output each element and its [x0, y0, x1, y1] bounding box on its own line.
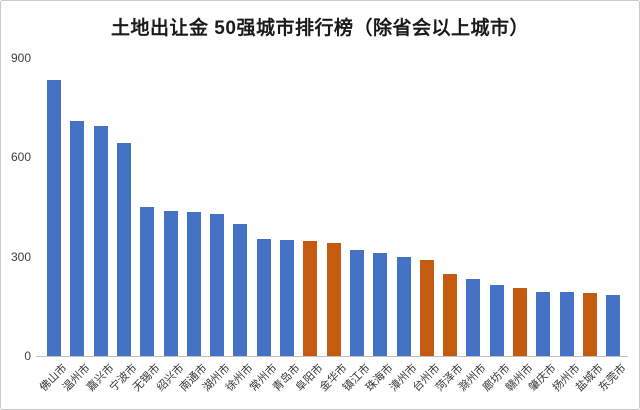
- bar: [47, 79, 61, 356]
- bar: [349, 250, 364, 356]
- bar: [186, 211, 201, 356]
- bar: [70, 120, 85, 356]
- bar: [536, 291, 551, 356]
- chart-title: 土地出让金 50强城市排行榜（除省会以上城市）: [111, 18, 529, 39]
- y-tick-label: 600: [10, 150, 31, 165]
- bar: [326, 243, 341, 356]
- bar: [373, 252, 388, 356]
- bar: [140, 207, 155, 356]
- bar: [233, 223, 248, 356]
- bar: [443, 273, 458, 356]
- y-tick-label: 0: [24, 349, 31, 363]
- bar: [606, 294, 621, 356]
- bar: [396, 256, 411, 356]
- bar: [93, 125, 108, 356]
- bar: [466, 278, 481, 356]
- bar: [559, 292, 574, 356]
- bar: [419, 259, 434, 356]
- bar: [513, 288, 527, 356]
- bar: [489, 284, 504, 356]
- bar: [582, 293, 597, 356]
- bar: [210, 213, 225, 356]
- y-tick-label: 900: [10, 51, 31, 65]
- bar: [116, 143, 131, 356]
- bar: [303, 241, 318, 356]
- y-tick-label: 300: [10, 249, 31, 264]
- bar: [256, 238, 271, 356]
- bar: [163, 210, 178, 356]
- x-axis-line: [36, 356, 628, 357]
- bar: [280, 240, 294, 356]
